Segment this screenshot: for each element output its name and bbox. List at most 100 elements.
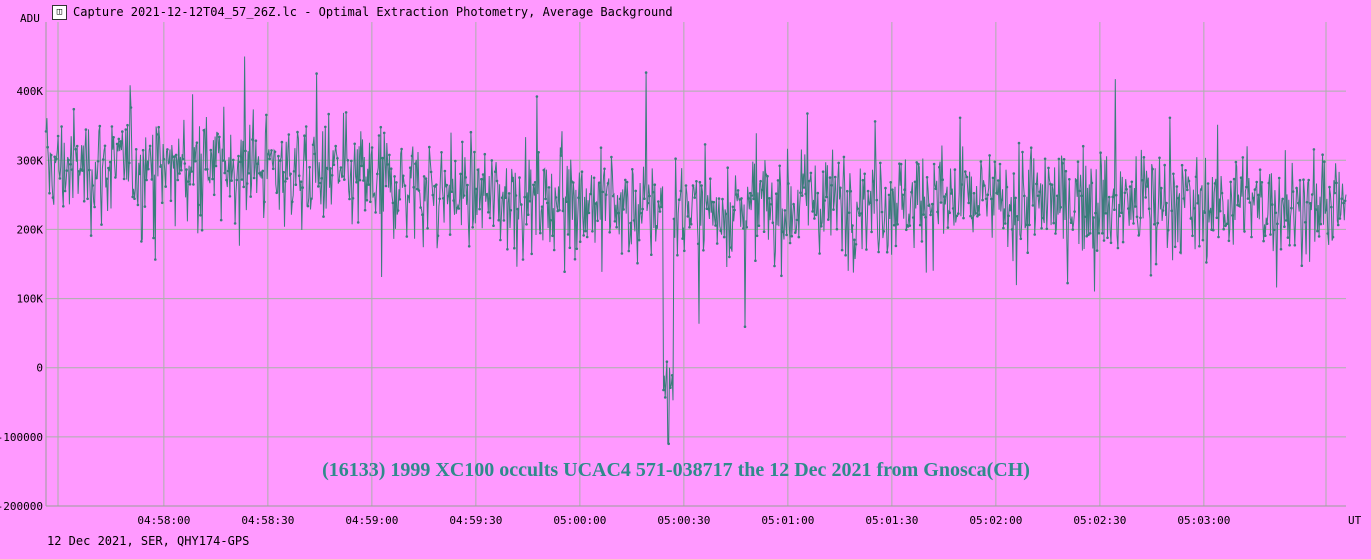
data-point — [1017, 141, 1021, 145]
data-point — [1099, 151, 1102, 154]
data-point — [98, 124, 102, 128]
data-point — [925, 176, 929, 179]
data-point — [147, 167, 150, 171]
data-point — [1272, 228, 1276, 232]
data-point — [514, 194, 518, 197]
data-point — [934, 187, 938, 191]
data-point — [100, 223, 103, 226]
data-point — [863, 172, 866, 176]
data-point — [244, 149, 247, 153]
data-point — [1014, 196, 1017, 200]
data-point — [1203, 211, 1206, 214]
data-point — [46, 145, 49, 149]
data-point — [277, 154, 280, 158]
data-point — [91, 184, 95, 187]
data-point — [728, 255, 731, 259]
data-point — [273, 150, 277, 154]
data-point — [535, 95, 539, 98]
data-point — [722, 235, 726, 239]
data-point — [587, 211, 591, 215]
data-point — [988, 154, 991, 157]
data-point — [842, 155, 846, 159]
data-point — [908, 224, 912, 227]
data-point — [251, 138, 254, 141]
data-point — [1232, 177, 1236, 181]
data-point — [537, 151, 540, 154]
data-point — [400, 147, 403, 151]
data-point — [466, 183, 469, 187]
data-point — [846, 189, 849, 193]
data-point — [776, 179, 780, 182]
data-point — [1064, 169, 1068, 173]
data-point — [473, 150, 476, 154]
data-point — [119, 140, 122, 143]
data-point — [206, 168, 209, 171]
data-point — [719, 229, 722, 232]
data-point — [580, 170, 584, 173]
data-point — [936, 210, 939, 214]
data-point — [702, 249, 705, 252]
data-point — [324, 125, 327, 129]
data-point — [1191, 234, 1194, 238]
data-point — [408, 166, 412, 169]
data-point — [663, 396, 667, 399]
data-point — [684, 184, 688, 187]
x-tick-label: 05:03:00 — [1177, 514, 1230, 527]
data-point — [998, 162, 1002, 166]
data-point — [773, 264, 776, 268]
data-point — [950, 192, 953, 195]
data-point — [1047, 166, 1050, 170]
data-point — [1140, 178, 1144, 182]
data-point — [310, 197, 313, 201]
data-point — [731, 205, 735, 209]
data-point — [237, 154, 240, 158]
data-point — [835, 227, 839, 231]
y-tick-label: -100000 — [0, 431, 43, 444]
lightcurve-app-icon[interactable]: ◫ — [52, 4, 67, 20]
data-point — [932, 162, 936, 166]
x-axis-label: UT — [1348, 514, 1362, 527]
data-point — [148, 144, 152, 148]
data-point — [650, 253, 653, 256]
data-point — [599, 146, 603, 149]
data-point — [1262, 239, 1265, 243]
data-point — [152, 236, 155, 240]
data-point — [662, 388, 665, 392]
x-tick-label: 05:01:30 — [865, 514, 918, 527]
data-point — [547, 186, 551, 189]
data-point — [608, 231, 611, 234]
data-point — [703, 143, 707, 146]
data-point — [223, 171, 226, 175]
data-point — [768, 197, 771, 200]
data-point — [946, 226, 950, 229]
data-point — [889, 181, 892, 184]
data-point — [211, 177, 214, 181]
data-point — [391, 201, 395, 205]
data-point — [1277, 176, 1281, 180]
data-point — [358, 178, 362, 182]
data-point — [405, 235, 409, 238]
data-point — [771, 221, 775, 224]
data-point — [1121, 240, 1125, 244]
data-point — [561, 209, 565, 213]
data-point — [632, 219, 636, 222]
data-point — [445, 183, 449, 187]
data-point — [89, 234, 93, 237]
data-point — [1040, 227, 1043, 230]
data-point — [525, 223, 528, 226]
data-point — [669, 386, 672, 390]
data-point — [613, 220, 617, 223]
data-point — [500, 196, 504, 199]
data-point — [88, 168, 91, 172]
data-point — [879, 161, 882, 165]
data-point — [155, 133, 159, 136]
data-point — [275, 191, 279, 195]
data-point — [974, 212, 977, 215]
data-point — [748, 191, 752, 195]
data-point — [476, 168, 480, 172]
data-point — [414, 162, 417, 166]
data-point — [233, 222, 237, 225]
data-point — [166, 148, 169, 151]
data-point — [136, 203, 140, 207]
data-point — [672, 217, 676, 221]
